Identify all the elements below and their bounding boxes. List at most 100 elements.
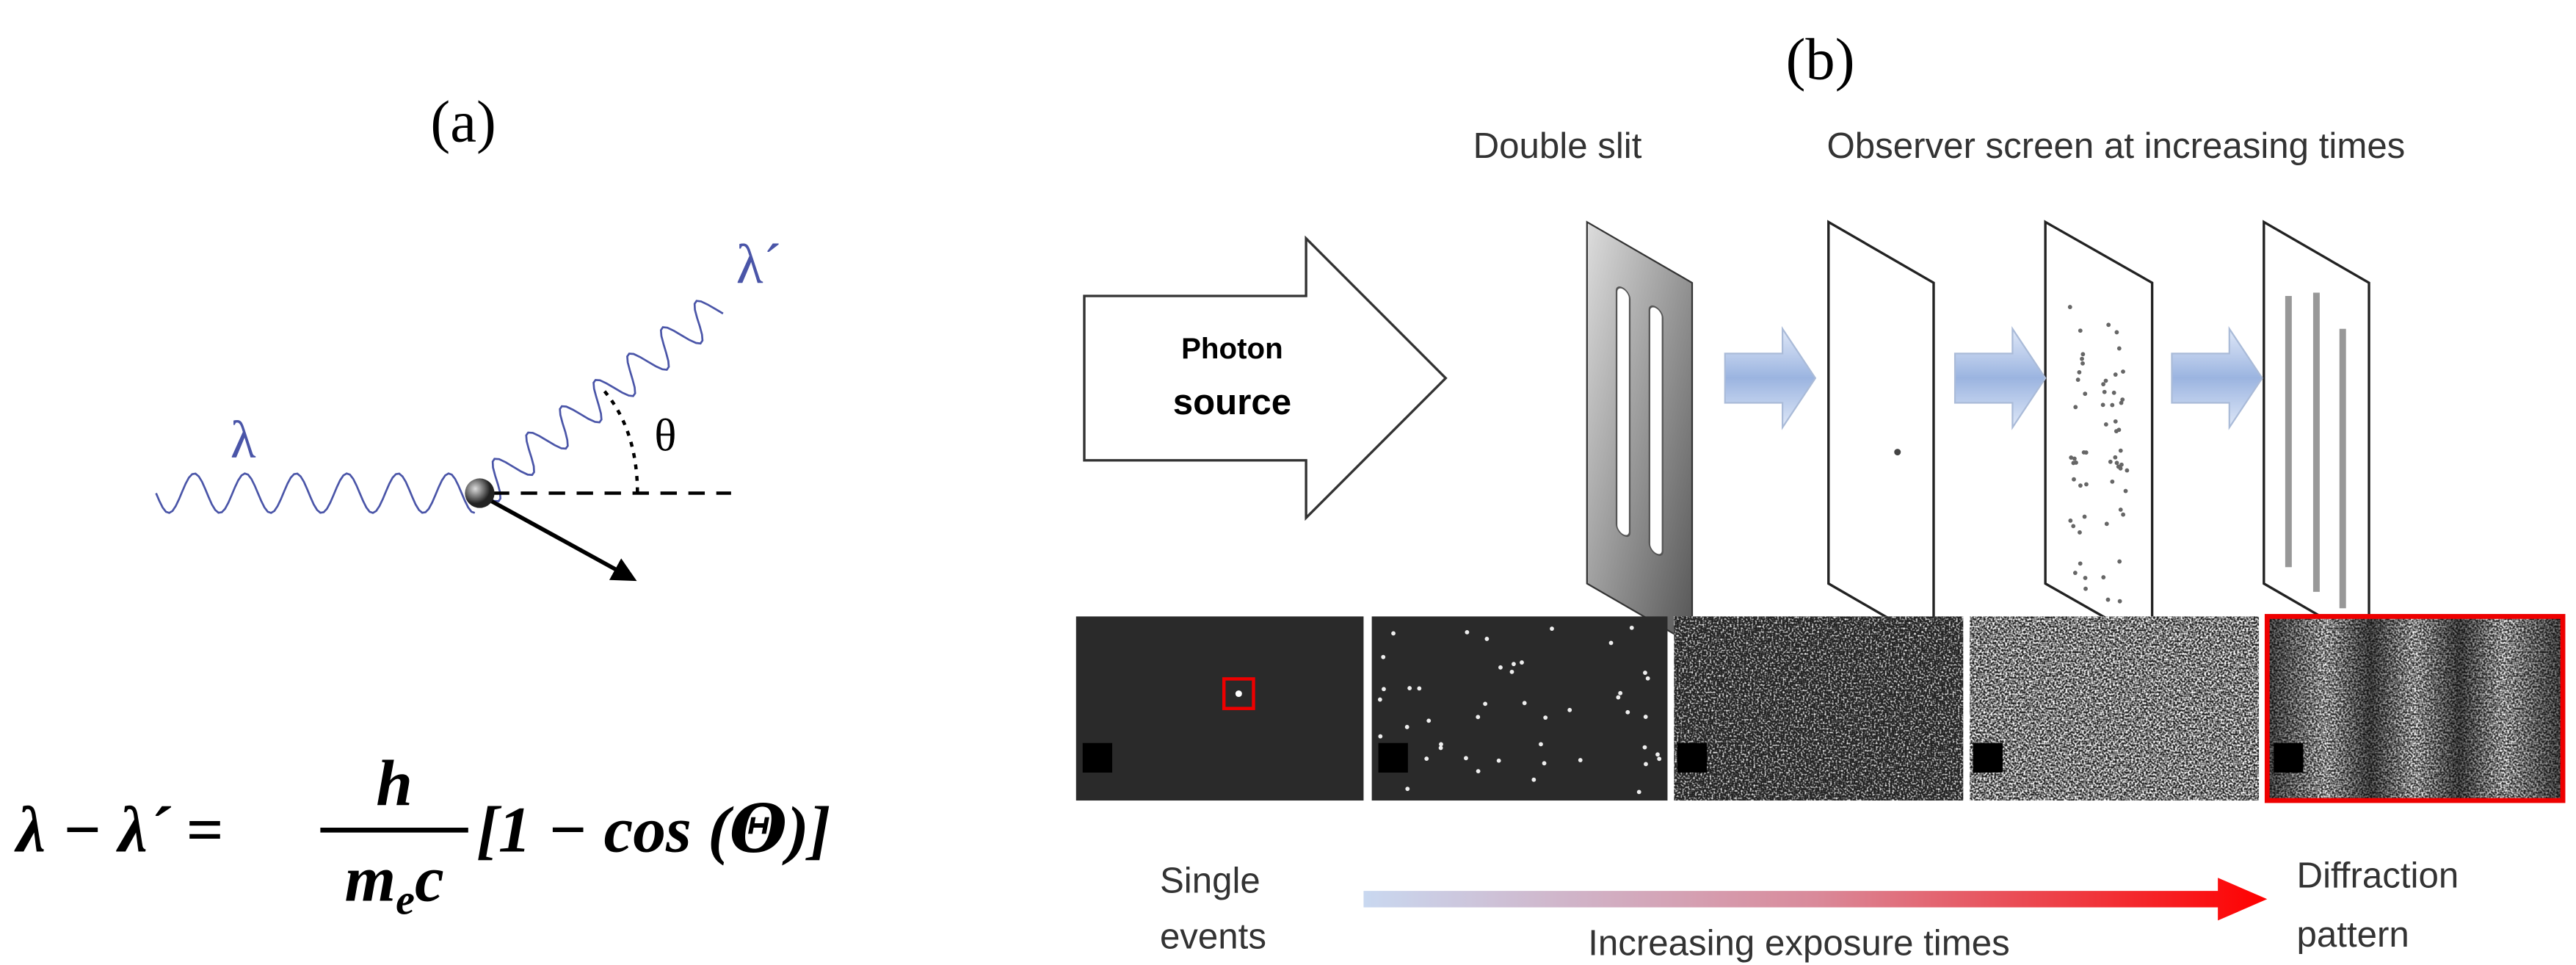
dot xyxy=(1522,701,1527,706)
slit xyxy=(1648,305,1663,556)
exposure-frames xyxy=(1075,614,2566,803)
dot xyxy=(1484,636,1490,641)
screen xyxy=(2044,220,2154,647)
dot xyxy=(2075,377,2080,382)
dot xyxy=(1643,671,1647,675)
diffraction: pattern xyxy=(2297,914,2409,955)
equation: λ − λ´ = h mec [1 − cos (𝜣)] xyxy=(13,748,830,924)
dot xyxy=(1476,769,1481,774)
dot xyxy=(1381,654,1386,659)
single-events: events xyxy=(1160,916,1266,956)
dot xyxy=(2078,530,2082,535)
dot xyxy=(1618,690,1623,695)
frame-noise xyxy=(1674,616,1964,801)
dot xyxy=(2102,389,2107,394)
dot xyxy=(1542,761,1547,766)
dot xyxy=(2116,346,2122,351)
denominator: mec xyxy=(344,843,443,924)
dot xyxy=(2114,429,2119,434)
dot xyxy=(1235,690,1242,698)
dot xyxy=(2080,361,2085,366)
highlight-frame xyxy=(2264,614,2566,803)
incident-wave xyxy=(155,472,476,514)
screen-bands xyxy=(2285,292,2346,609)
dot xyxy=(2125,468,2130,473)
dot xyxy=(2101,575,2106,579)
electron xyxy=(465,478,495,508)
single-events: Single xyxy=(1160,860,1260,900)
dot xyxy=(2083,586,2088,591)
dot xyxy=(1531,777,1536,782)
frame xyxy=(1371,616,1668,801)
panel-b: (b) Photon source Double slit Observer s… xyxy=(1075,27,2566,963)
dot xyxy=(1625,709,1630,715)
observer-label: Observer screen at increasing times xyxy=(1826,126,2405,166)
dot xyxy=(1391,631,1396,636)
marker xyxy=(1973,742,2003,773)
dot xyxy=(2119,400,2124,405)
source-line: Photon xyxy=(1181,332,1283,365)
dot xyxy=(2117,599,2122,604)
theta: θ xyxy=(654,409,676,460)
marker xyxy=(1082,742,1113,773)
dot xyxy=(1608,640,1614,646)
dot xyxy=(2114,330,2119,335)
lambda-out: λ´ xyxy=(736,234,782,295)
dot xyxy=(2078,483,2083,488)
angle-arc xyxy=(603,390,639,494)
dot xyxy=(2072,477,2076,482)
dot xyxy=(2072,571,2078,575)
screen xyxy=(1827,220,1935,647)
denominator-m: m xyxy=(344,843,396,916)
marker xyxy=(1378,742,1408,773)
dot xyxy=(1512,662,1516,667)
dot xyxy=(2068,518,2073,523)
dot xyxy=(2118,448,2123,453)
panel-label: (b) xyxy=(1786,27,1855,93)
dot xyxy=(2121,369,2125,374)
scattered-wave xyxy=(479,300,724,502)
denominator-c: c xyxy=(415,843,444,916)
dot xyxy=(2084,482,2089,487)
dot xyxy=(1439,742,1443,747)
dot xyxy=(1417,686,1422,691)
dot xyxy=(1407,686,1412,691)
source-line: source xyxy=(1173,382,1291,422)
dot xyxy=(2082,514,2087,519)
dot xyxy=(1567,707,1572,712)
dot xyxy=(1539,742,1543,747)
denominator-sub: e xyxy=(396,875,415,923)
dot xyxy=(2072,456,2077,461)
dot xyxy=(1578,758,1583,762)
dot xyxy=(1405,787,1410,792)
dot xyxy=(2121,512,2126,517)
dot xyxy=(1657,756,1662,762)
dot xyxy=(2104,521,2109,527)
dot xyxy=(2119,462,2124,467)
small-arrows xyxy=(1724,326,2263,430)
dot xyxy=(2069,455,2074,460)
dot xyxy=(1464,756,1468,761)
dot xyxy=(1382,687,1386,692)
dot xyxy=(2083,576,2088,580)
exposure-arrow xyxy=(1363,878,2268,921)
electron-arrow xyxy=(482,494,637,582)
dot xyxy=(1644,762,1648,767)
dot xyxy=(2114,460,2119,466)
marker xyxy=(1677,742,1708,773)
dot xyxy=(1645,676,1650,681)
dot xyxy=(1378,734,1383,739)
slit xyxy=(1615,286,1631,538)
dot xyxy=(2067,305,2072,309)
frame xyxy=(1075,616,1364,801)
equation-lhs: λ − λ´ = xyxy=(13,793,223,866)
dot xyxy=(2078,561,2083,566)
dot xyxy=(1543,715,1548,720)
dot xyxy=(2083,391,2088,397)
dot xyxy=(2078,328,2083,333)
dot xyxy=(2071,524,2076,529)
dot xyxy=(1496,758,1501,763)
dot xyxy=(2100,402,2105,408)
dot xyxy=(2101,382,2106,387)
